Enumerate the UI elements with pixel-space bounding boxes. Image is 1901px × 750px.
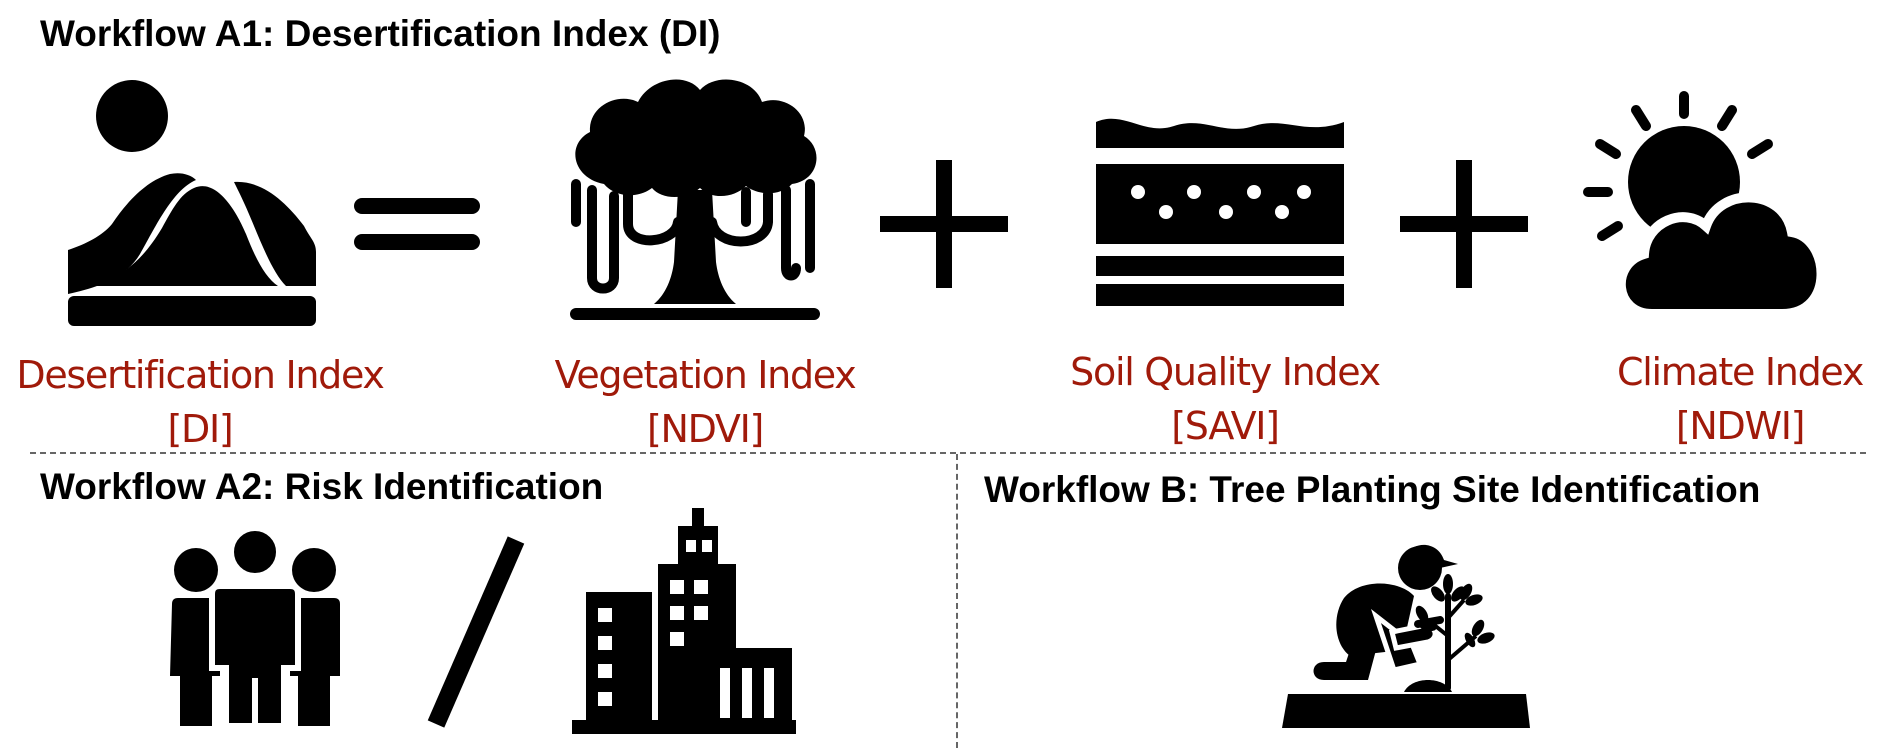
caption-label: Soil Quality Index — [1070, 350, 1381, 394]
soil-layers-icon — [1096, 118, 1344, 306]
workflow-b-title: Workflow B: Tree Planting Site Identific… — [984, 469, 1761, 510]
sun-cloud-icon — [1583, 91, 1827, 319]
plus-icon — [880, 160, 1008, 288]
tree-icon — [570, 79, 820, 320]
soil-quality-index-caption: Soil Quality Index [SAVI] — [1025, 345, 1425, 453]
caption-label: Vegetation Index — [554, 353, 857, 397]
plus-icon — [1400, 160, 1528, 288]
vertical-divider — [956, 454, 958, 748]
vegetation-index-caption: Vegetation Index [NDVI] — [505, 348, 905, 456]
workflow-a2-title: Workflow A2: Risk Identification — [40, 466, 604, 507]
city-buildings-icon — [572, 508, 796, 734]
horizontal-divider — [30, 452, 1866, 454]
person-planting-tree-icon — [1282, 544, 1530, 728]
caption-label: Climate Index — [1616, 350, 1864, 394]
equals-icon — [354, 198, 480, 250]
caption-code: [NDWI] — [1675, 404, 1806, 448]
caption-code: [NDVI] — [646, 407, 764, 451]
caption-code: [SAVI] — [1171, 404, 1280, 448]
slash-icon — [427, 536, 525, 728]
caption-label: Desertification Index — [16, 353, 385, 397]
people-group-icon — [170, 525, 340, 729]
caption-code: [DI] — [167, 407, 234, 451]
climate-index-caption: Climate Index [NDWI] — [1540, 345, 1901, 453]
workflow-a1-title: Workflow A1: Desertification Index (DI) — [40, 13, 721, 54]
desert-mountain-sun-icon — [68, 80, 316, 326]
desertification-index-caption: Desertification Index [DI] — [0, 348, 400, 456]
